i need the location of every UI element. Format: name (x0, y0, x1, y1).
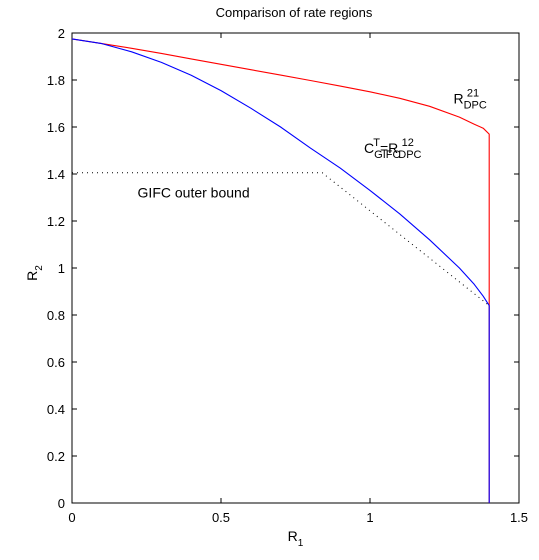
x-tick-label: 1.5 (510, 510, 528, 525)
annotation-label-capacity: CGIFCT=RDPC12 (364, 137, 422, 161)
y-tick-label: 1.4 (47, 167, 65, 182)
y-tick-label: 1 (58, 261, 65, 276)
series-line-dpc21 (71, 38, 490, 503)
x-axis-label: R1 (288, 528, 304, 549)
y-tick-label: 1.6 (47, 120, 65, 135)
x-tick-label: 0.5 (212, 510, 230, 525)
y-tick-label: 1.8 (47, 73, 65, 88)
series-line-gifc-capacity (71, 38, 490, 503)
y-tick-label: 2 (58, 26, 65, 41)
annotation-label-dpc21: RDPC21 (453, 88, 486, 112)
y-tick-label: 0.2 (47, 449, 65, 464)
annotation-label-outer: GIFC outer bound (138, 185, 250, 201)
y-tick-label: 0.4 (47, 402, 65, 417)
y-tick-label: 1.2 (47, 214, 65, 229)
x-tick-label: 1 (366, 510, 373, 525)
y-axis-label: R2 (24, 265, 45, 281)
chart-title: Comparison of rate regions (216, 5, 373, 20)
series-line-gifc-outer (72, 172, 490, 306)
x-tick-label: 0 (68, 510, 75, 525)
y-tick-label: 0.8 (47, 308, 65, 323)
y-tick-label: 0 (58, 496, 65, 511)
plot-area: 0 0.5 1 1.5 0 0.2 0.4 0.6 0.8 1 1.2 1.4 1.6 1.8 2 RDPC2… (24, 26, 528, 549)
y-tick-label: 0.6 (47, 355, 65, 370)
axes-box (71, 32, 520, 504)
